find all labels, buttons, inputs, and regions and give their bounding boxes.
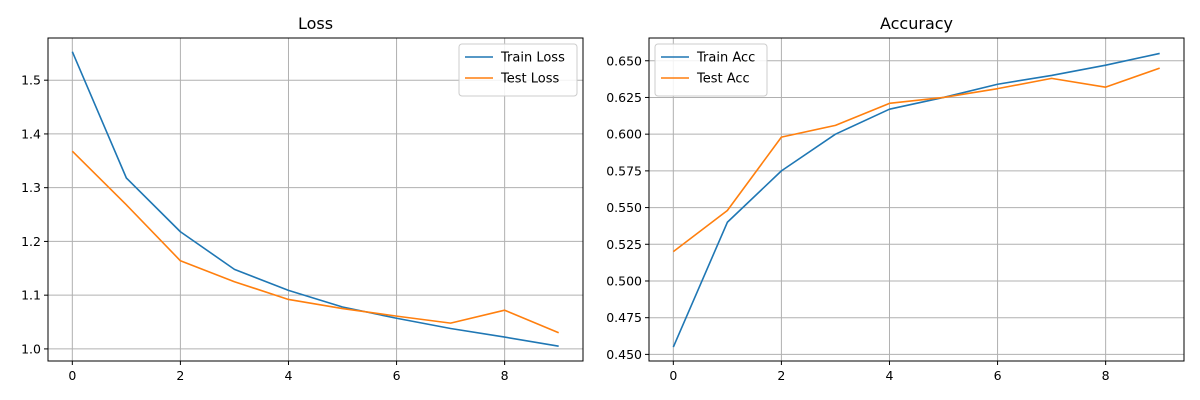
x-tick-label: 2 <box>176 368 184 383</box>
x-tick-label: 0 <box>669 368 677 383</box>
y-tick-label: 0.650 <box>606 53 642 68</box>
y-tick-label: 0.625 <box>606 90 642 105</box>
x-tick-label: 6 <box>393 368 401 383</box>
y-tick-label: 0.600 <box>606 127 642 142</box>
chart-title: Accuracy <box>880 14 953 33</box>
y-tick-label: 0.525 <box>606 237 642 252</box>
y-tick-label: 1.5 <box>21 73 41 88</box>
y-tick-label: 0.450 <box>606 347 642 362</box>
y-tick-label: 0.550 <box>606 200 642 215</box>
loss-chart: Loss 0 2 4 6 8 1.0 1.1 1.2 1.3 1.4 1.5 Train Loss T… <box>21 14 584 383</box>
x-tick-label: 4 <box>285 368 293 383</box>
x-tick-label: 4 <box>886 368 894 383</box>
plot-frame <box>47 37 584 362</box>
legend-label: Test Acc <box>696 72 750 87</box>
x-tick-label: 6 <box>994 368 1002 383</box>
y-tick-label: 1.3 <box>21 180 41 195</box>
chart-title: Loss <box>298 14 333 33</box>
y-tick-label: 1.2 <box>21 234 41 249</box>
x-tick-label: 0 <box>68 368 76 383</box>
legend-label: Test Loss <box>500 72 559 87</box>
x-tick-label: 8 <box>1102 368 1110 383</box>
legend-label: Train Loss <box>500 51 565 66</box>
y-tick-label: 1.4 <box>21 126 41 141</box>
legend-label: Train Acc <box>696 51 755 66</box>
x-tick-label: 2 <box>777 368 785 383</box>
plot-frame <box>648 37 1185 362</box>
series-line <box>71 150 559 334</box>
series-line <box>71 51 559 348</box>
accuracy-chart: Accuracy 0 2 4 6 8 0.450 0.475 0.500 0.525 0.550 0… <box>606 14 1185 383</box>
x-tick-label: 8 <box>501 368 509 383</box>
y-tick-label: 1.0 <box>21 341 41 356</box>
series-line <box>672 52 1160 348</box>
y-tick-label: 0.500 <box>606 273 642 288</box>
y-tick-label: 0.475 <box>606 310 642 325</box>
y-tick-label: 0.575 <box>606 163 642 178</box>
series-line <box>672 67 1160 253</box>
y-tick-label: 1.1 <box>21 288 41 303</box>
